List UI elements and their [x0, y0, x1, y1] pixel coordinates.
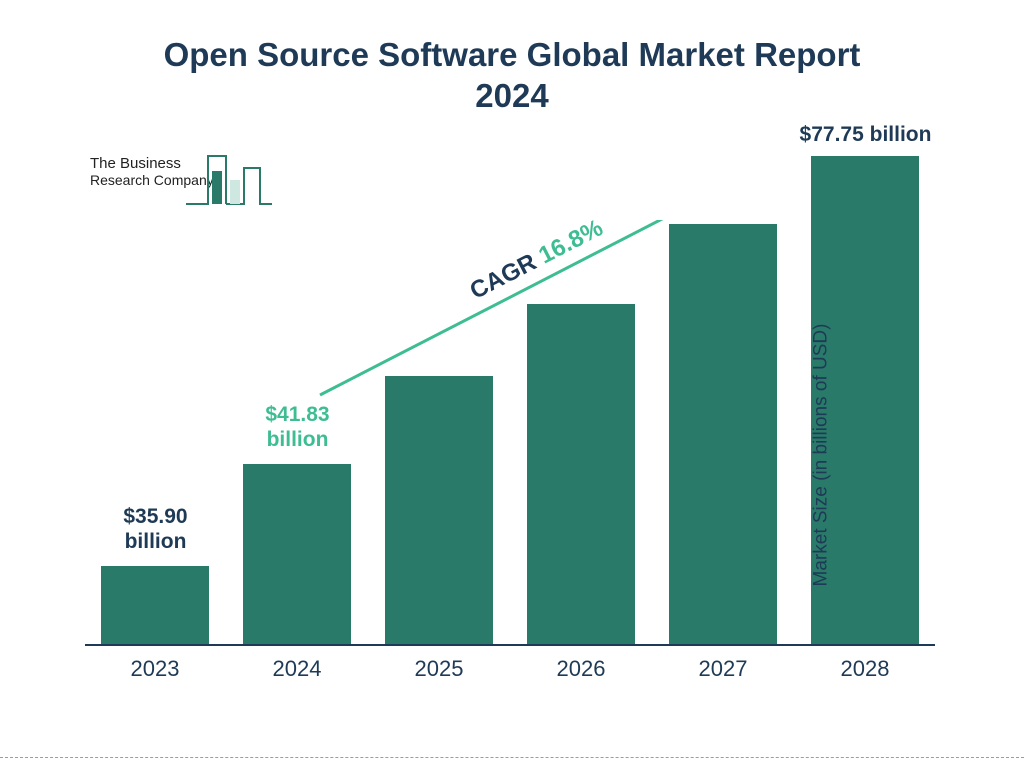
x-axis-label: 2024 — [232, 656, 362, 682]
page-title: Open Source Software Global Market Repor… — [0, 34, 1024, 117]
bar — [243, 464, 351, 644]
x-axis-label: 2026 — [516, 656, 646, 682]
page: Open Source Software Global Market Repor… — [0, 0, 1024, 768]
x-axis-label: 2027 — [658, 656, 788, 682]
x-axis-label: 2025 — [374, 656, 504, 682]
bar-chart: 2023 2024 2025 2026 2027 2028 $35.90billion $4… — [85, 220, 935, 690]
title-line-1: Open Source Software Global Market Repor… — [164, 36, 861, 73]
bar — [101, 566, 209, 644]
logo-line-1: The Business — [90, 155, 181, 172]
y-axis-label: Market Size (in billions of USD) — [811, 324, 833, 587]
title-line-2: 2024 — [475, 77, 548, 114]
page-divider — [0, 757, 1024, 758]
bar — [669, 224, 777, 644]
logo-buildings-icon — [186, 146, 276, 206]
chart-baseline — [85, 644, 935, 646]
bar — [385, 376, 493, 644]
bar — [527, 304, 635, 644]
x-axis-label: 2023 — [90, 656, 220, 682]
value-callout: $77.75 billion — [793, 122, 938, 147]
value-callout: $41.83billion — [225, 402, 370, 452]
x-axis-label: 2028 — [800, 656, 930, 682]
value-callout: $35.90billion — [83, 504, 228, 554]
company-logo: The Business Research Company — [90, 146, 280, 206]
